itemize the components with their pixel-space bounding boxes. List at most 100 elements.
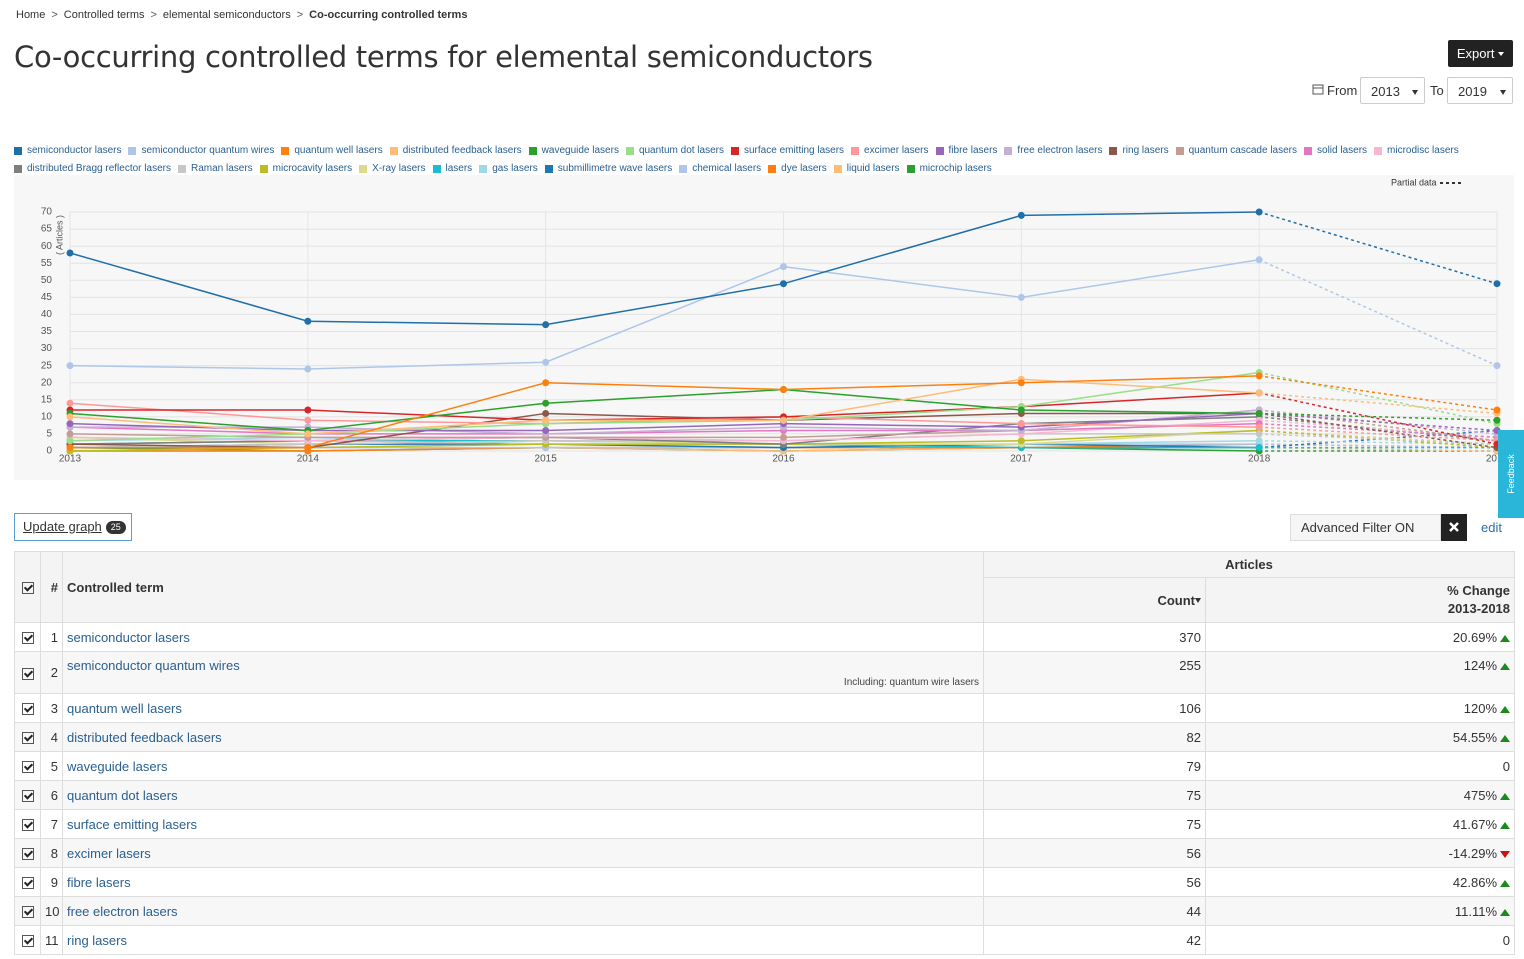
y-tick-label: 15 bbox=[41, 394, 53, 405]
breadcrumb-link[interactable]: elemental semiconductors bbox=[162, 9, 291, 21]
clear-filter-button[interactable] bbox=[1441, 514, 1467, 541]
checkbox[interactable] bbox=[21, 732, 34, 745]
data-point bbox=[66, 362, 74, 370]
legend-item[interactable]: waveguide lasers bbox=[528, 142, 619, 160]
row-term[interactable]: excimer lasers bbox=[67, 845, 151, 861]
legend-item[interactable]: surface emitting lasers bbox=[731, 142, 844, 160]
row-term[interactable]: quantum dot lasers bbox=[67, 787, 178, 803]
from-select[interactable]: 2013 bbox=[1360, 77, 1425, 104]
row-note: Including: quantum wire lasers bbox=[843, 677, 979, 688]
legend-item[interactable]: quantum well lasers bbox=[281, 142, 383, 160]
row-term[interactable]: quantum well lasers bbox=[67, 700, 182, 716]
breadcrumb-link[interactable]: Controlled terms bbox=[63, 9, 145, 21]
checkbox[interactable] bbox=[21, 877, 34, 890]
legend-swatch bbox=[432, 165, 441, 173]
trend-up bbox=[1500, 705, 1511, 713]
row-checkbox[interactable] bbox=[14, 925, 41, 955]
legend-item[interactable]: submillimetre wave lasers bbox=[544, 160, 672, 178]
legend-item[interactable]: quantum dot lasers bbox=[625, 142, 724, 160]
row-change-cell: 11.11% bbox=[1204, 896, 1516, 926]
legend-item[interactable]: liquid lasers bbox=[833, 160, 900, 178]
data-point bbox=[1255, 437, 1263, 445]
row-checkbox[interactable] bbox=[14, 780, 41, 810]
row-change-cell: 475% bbox=[1204, 780, 1516, 810]
table-row: 5 waveguide lasers 79 0 bbox=[14, 751, 1516, 781]
series-line-partial bbox=[1259, 412, 1498, 432]
data-point bbox=[1493, 416, 1501, 424]
legend-item[interactable]: excimer lasers bbox=[851, 142, 929, 160]
legend-item[interactable]: semiconductor quantum wires bbox=[128, 142, 274, 160]
checkbox[interactable] bbox=[21, 790, 34, 803]
checkbox[interactable] bbox=[21, 848, 34, 861]
legend-item[interactable]: gas lasers bbox=[479, 160, 538, 178]
row-checkbox[interactable] bbox=[14, 751, 41, 781]
checkbox[interactable] bbox=[21, 819, 34, 832]
feedback-tab[interactable]: Feedback bbox=[1498, 430, 1524, 518]
checkbox[interactable] bbox=[21, 667, 34, 680]
legend-swatch bbox=[625, 147, 634, 155]
breadcrumb-link[interactable]: Home bbox=[16, 9, 46, 21]
checkbox[interactable] bbox=[21, 906, 34, 919]
count-header[interactable]: Count bbox=[983, 577, 1206, 623]
legend-item[interactable]: lasers bbox=[432, 160, 472, 178]
y-tick-label: 35 bbox=[41, 326, 53, 337]
legend-item[interactable]: ring lasers bbox=[1109, 142, 1169, 160]
legend-item[interactable]: quantum cascade lasers bbox=[1175, 142, 1298, 160]
row-checkbox[interactable] bbox=[14, 838, 41, 868]
row-checkbox[interactable] bbox=[14, 651, 41, 694]
export-button[interactable]: Export bbox=[1448, 40, 1513, 67]
legend-item[interactable]: dye lasers bbox=[768, 160, 827, 178]
legend-item[interactable]: chemical lasers bbox=[679, 160, 761, 178]
change-header-label: % Change bbox=[1447, 583, 1511, 598]
legend-label: quantum cascade lasers bbox=[1188, 145, 1298, 156]
select-all[interactable] bbox=[14, 551, 41, 623]
row-checkbox[interactable] bbox=[14, 896, 41, 926]
legend-item[interactable]: free electron lasers bbox=[1004, 142, 1102, 160]
legend-swatch bbox=[906, 165, 915, 173]
table-row: 7 surface emitting lasers 75 41.67% bbox=[14, 809, 1516, 839]
row-term[interactable]: semiconductor lasers bbox=[67, 629, 190, 645]
legend-item[interactable]: microchip lasers bbox=[906, 160, 992, 178]
data-point bbox=[304, 365, 312, 373]
x-tick-label: 2016 bbox=[772, 454, 795, 465]
legend-item[interactable]: solid lasers bbox=[1304, 142, 1367, 160]
legend-item[interactable]: microcavity lasers bbox=[259, 160, 352, 178]
row-term[interactable]: distributed feedback lasers bbox=[67, 729, 222, 745]
legend-item[interactable]: distributed feedback lasers bbox=[389, 142, 522, 160]
data-point bbox=[1017, 379, 1025, 387]
row-term[interactable]: free electron lasers bbox=[67, 903, 178, 919]
checkbox[interactable] bbox=[21, 761, 34, 774]
row-checkbox[interactable] bbox=[14, 722, 41, 752]
row-checkbox[interactable] bbox=[14, 867, 41, 897]
data-point bbox=[304, 416, 312, 424]
checkbox[interactable] bbox=[21, 703, 34, 716]
legend-item[interactable]: semiconductor lasers bbox=[14, 142, 121, 160]
edit-link[interactable]: edit bbox=[1481, 520, 1502, 535]
legend-item[interactable]: fibre lasers bbox=[935, 142, 997, 160]
row-checkbox[interactable] bbox=[14, 622, 41, 652]
y-tick-label: 50 bbox=[41, 275, 53, 286]
legend-item[interactable]: Raman lasers bbox=[177, 160, 253, 178]
series-line-partial bbox=[1259, 443, 1498, 449]
series-line-partial bbox=[1259, 429, 1498, 449]
legend-label: surface emitting lasers bbox=[744, 145, 845, 156]
trend-up bbox=[1500, 734, 1511, 742]
row-checkbox[interactable] bbox=[14, 693, 41, 723]
row-checkbox[interactable] bbox=[14, 809, 41, 839]
update-graph-button[interactable]: Update graph 25 bbox=[14, 513, 132, 541]
legend-item[interactable]: X-ray lasers bbox=[359, 160, 426, 178]
row-term[interactable]: surface emitting lasers bbox=[67, 816, 198, 832]
checkbox[interactable] bbox=[21, 632, 34, 645]
row-term[interactable]: waveguide lasers bbox=[67, 758, 168, 774]
row-term[interactable]: fibre lasers bbox=[67, 874, 131, 890]
to-select[interactable]: 2019 bbox=[1447, 77, 1513, 104]
legend-item[interactable]: microdisc lasers bbox=[1374, 142, 1459, 160]
legend-item[interactable]: distributed Bragg reflector lasers bbox=[14, 160, 171, 178]
row-term[interactable]: semiconductor quantum wires bbox=[67, 658, 240, 673]
row-term[interactable]: ring lasers bbox=[67, 932, 127, 948]
checkbox[interactable] bbox=[21, 935, 34, 948]
y-tick-label: 10 bbox=[41, 411, 53, 422]
legend-swatch bbox=[281, 147, 290, 155]
export-label: Export bbox=[1456, 46, 1495, 61]
